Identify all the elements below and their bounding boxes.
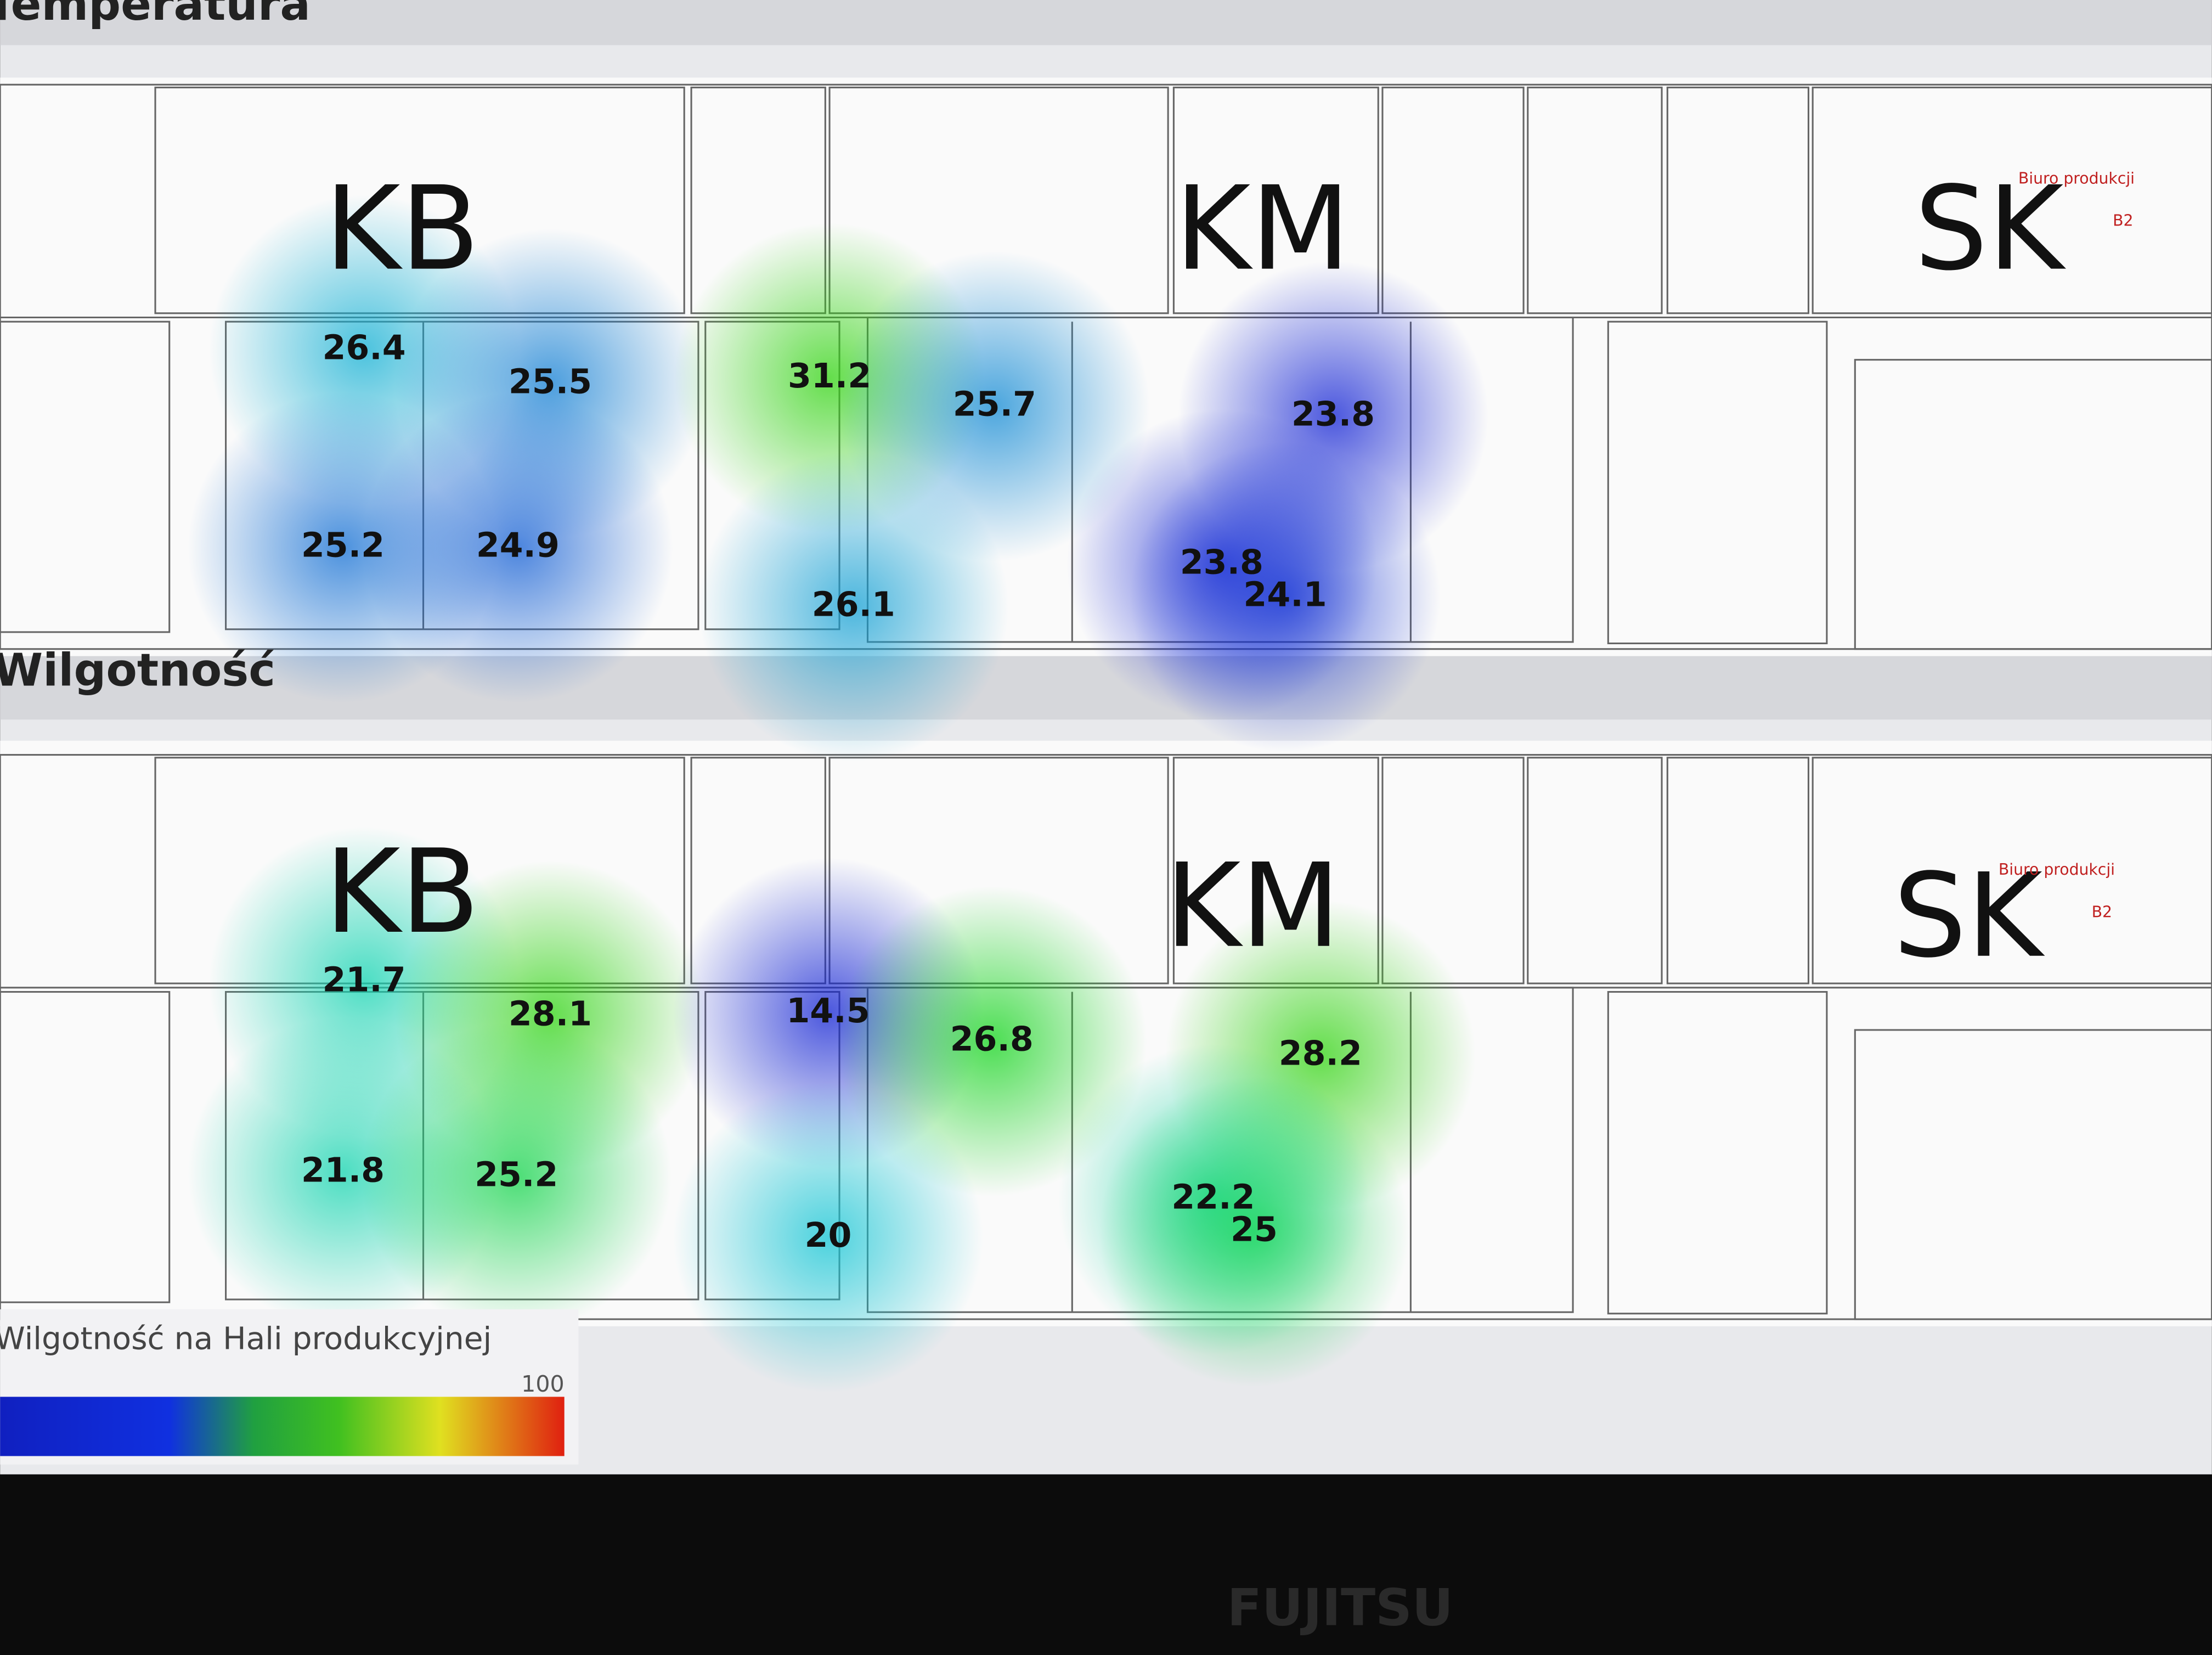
heat-blob [1130,441,1441,752]
legend-gradient [0,1397,565,1456]
sensor-reading: 25.5 [509,362,592,401]
heat-blob [361,1021,672,1332]
heat-blob [698,451,1009,762]
sensor-reading: 25 [1231,1210,1278,1249]
heat-blob [362,392,673,703]
sensor-reading: 28.2 [1279,1033,1362,1073]
monitor-brand: FUJITSU [1227,1578,1453,1637]
heat-blob [1099,1076,1409,1387]
legend-title: Wilgotność na Hali produkcyjnej [0,1320,492,1356]
sensor-reading: 25.2 [301,526,385,565]
heat-blob [673,1082,984,1393]
sensor-reading: 26.1 [812,585,895,624]
sensor-reading: 31.2 [788,356,871,396]
header-bar [0,0,2212,46]
zone-label: SK [1915,161,2067,296]
zone-label: SK [1893,848,2045,983]
sensor-reading: 22.2 [1171,1178,1255,1217]
sensor-reading: 23.8 [1291,395,1375,434]
sensor-reading: 21.7 [322,960,405,1000]
sensor-reading: 28.1 [509,994,592,1033]
room-label: Biuro produkcji [1999,860,2115,879]
sensor-reading: 14.5 [786,991,870,1031]
zone-label: KB [325,824,480,959]
sensor-reading: 25.2 [475,1155,558,1194]
heatmap [188,194,1488,1393]
sensor-reading: 26.4 [322,328,405,368]
room-label: Biuro produkcji [2018,169,2135,187]
zone-label: KM [1165,838,1340,973]
sensor-reading: 24.9 [476,526,560,565]
sensor-reading: 24.1 [1243,575,1327,615]
monitor-bezel [0,1474,2212,1655]
sensor-reading: 21.8 [301,1151,385,1190]
sensor-reading: 25.7 [953,385,1036,424]
sensor-reading: 26.8 [950,1020,1034,1059]
zone-label: KB [325,161,480,296]
zone-label: KM [1175,161,1350,296]
sensor-reading: 23.8 [1180,543,1263,582]
legend-max: 100 [521,1371,565,1397]
room-label: B2 [2092,903,2112,921]
sensor-reading: 20 [805,1215,852,1255]
room-label: B2 [2113,211,2133,229]
panel-title: Temperatura [0,0,311,31]
panel-title: Wilgotność [0,645,275,697]
